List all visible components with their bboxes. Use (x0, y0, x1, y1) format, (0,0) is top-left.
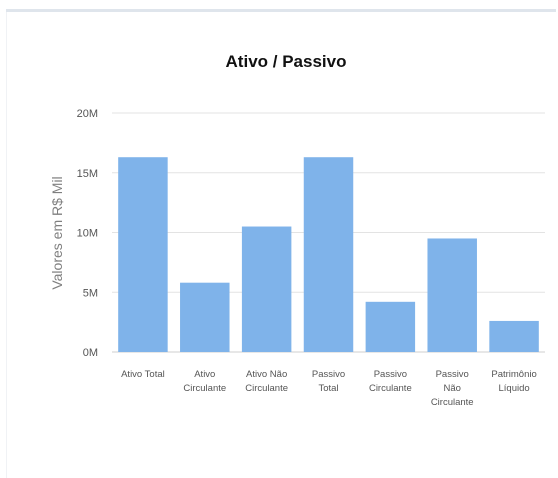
x-tick-label-line: Total (318, 383, 338, 394)
bar (118, 157, 168, 352)
y-tick-label: 15M (77, 168, 98, 180)
x-tick-label-line: Circulante (369, 383, 412, 394)
x-tick-label-line: Passivo (374, 369, 407, 380)
x-tick-label-line: Circulante (245, 383, 288, 394)
bar (241, 226, 292, 352)
bar (303, 157, 354, 352)
x-tick-label-line: Ativo Não (246, 369, 287, 380)
x-tick-label-line: Circulante (183, 383, 226, 394)
x-tick-label: Ativo Total (121, 369, 165, 380)
y-tick-labels: 0M 5M 10M 15M 20M (77, 108, 98, 359)
x-tick-label-line: Circulante (431, 397, 474, 408)
y-tick-label: 10M (77, 228, 98, 240)
bar (489, 320, 539, 352)
y-tick-label: 0M (83, 347, 98, 359)
panel-left-border (6, 12, 7, 478)
x-tick-label-line: Líquido (498, 383, 529, 394)
panel-top-border (6, 9, 556, 12)
x-tick-label: Ativo Circulante (183, 369, 226, 394)
x-tick-label-line: Não (443, 383, 460, 394)
bars (118, 157, 539, 352)
x-tick-label-line: Ativo (194, 369, 215, 380)
x-tick-label: Passivo Total (312, 369, 345, 394)
chart-title: Ativo / Passivo (226, 52, 347, 71)
bar (180, 282, 230, 352)
x-tick-labels: Ativo Total Ativo Circulante Ativo Não Circu… (121, 369, 537, 408)
bar (365, 301, 416, 352)
x-tick-label-line: Passivo (312, 369, 345, 380)
x-tick-label-line: Ativo Total (121, 369, 165, 380)
x-tick-label: Patrimônio Líquido (491, 369, 536, 394)
x-tick-label: Passivo Não Circulante (431, 369, 474, 408)
y-tick-label: 20M (77, 108, 98, 120)
x-tick-label: Ativo Não Circulante (245, 369, 288, 394)
y-axis-label: Valores em R$ Mil (49, 176, 65, 289)
x-tick-label: Passivo Circulante (369, 369, 412, 394)
bar (427, 238, 477, 352)
x-tick-label-line: Passivo (436, 369, 469, 380)
x-tick-label-line: Patrimônio (491, 369, 536, 380)
y-tick-label: 5M (83, 287, 98, 299)
